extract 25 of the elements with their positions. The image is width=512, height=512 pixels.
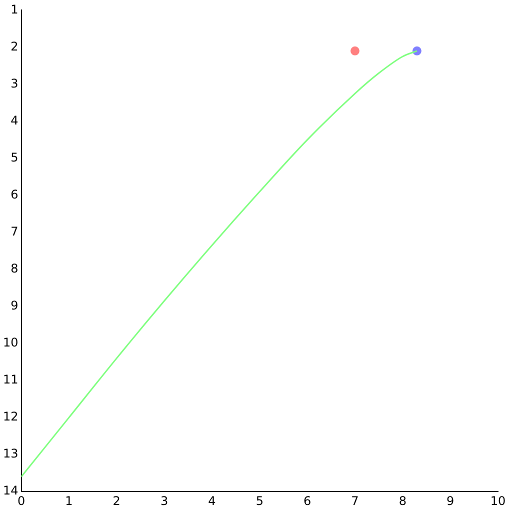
y-tick-label: 5: [10, 150, 18, 164]
y-tick-label: 9: [10, 298, 18, 313]
y-tick-label: 7: [10, 224, 18, 239]
x-tick-label: 9: [446, 494, 454, 508]
x-tick-label: 4: [208, 494, 216, 508]
y-tick-label: 1: [10, 2, 18, 16]
y-tick-label: 4: [10, 113, 18, 128]
x-tick-label: 8: [398, 494, 406, 508]
y-tick-label: 10: [2, 336, 18, 350]
y-tick-label: 13: [2, 446, 18, 461]
y-tick-label: 6: [10, 187, 18, 202]
y-tick-label: 3: [10, 76, 18, 90]
x-tick-label: 3: [160, 494, 168, 508]
y-tick-label: 14: [2, 484, 18, 498]
x-tick-label: 10: [490, 494, 506, 508]
y-tick-label: 12: [2, 410, 18, 424]
x-tick-label: 0: [17, 494, 26, 508]
y-tick-label: 2: [10, 39, 18, 54]
x-tick-label: 6: [303, 494, 312, 508]
y-tick-label: 8: [10, 262, 18, 276]
x-tick-label: 1: [65, 494, 73, 508]
x-tick-label: 5: [256, 494, 264, 508]
y-tick-label: 11: [2, 372, 18, 387]
x-tick-label: 7: [351, 494, 359, 508]
x-tick-label: 2: [112, 494, 120, 508]
